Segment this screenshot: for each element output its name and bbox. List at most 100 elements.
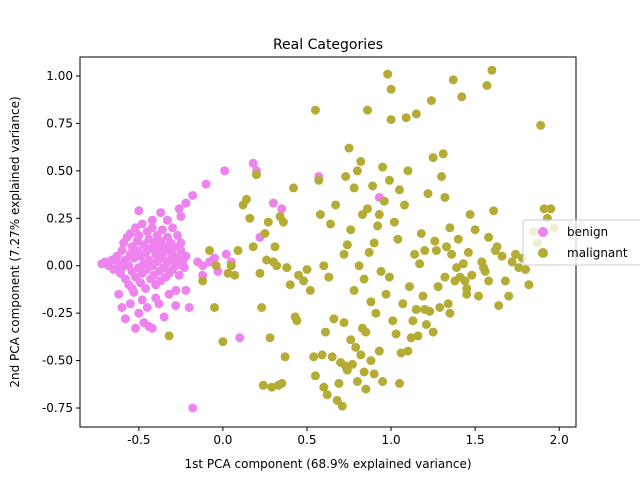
point-malignant <box>381 289 391 299</box>
point-malignant <box>315 210 325 219</box>
point-malignant <box>339 249 349 259</box>
point-benign <box>198 261 208 271</box>
point-benign <box>210 253 219 263</box>
point-malignant <box>299 276 309 286</box>
point-malignant <box>393 234 403 244</box>
x-tick-label: 2.0 <box>550 433 569 447</box>
point-malignant <box>342 240 352 250</box>
point-malignant <box>467 270 477 280</box>
point-malignant <box>374 346 384 356</box>
point-malignant <box>440 192 450 202</box>
point-malignant <box>426 96 436 106</box>
point-malignant <box>363 105 372 115</box>
point-malignant <box>431 246 441 255</box>
point-benign <box>131 223 140 233</box>
point-malignant <box>198 276 208 286</box>
point-malignant <box>211 261 221 271</box>
point-malignant <box>376 266 386 276</box>
point-malignant <box>413 331 423 341</box>
point-malignant <box>389 217 399 227</box>
point-malignant <box>265 333 275 343</box>
point-malignant <box>465 210 475 219</box>
point-malignant <box>458 259 468 269</box>
point-malignant <box>260 229 270 238</box>
point-malignant <box>484 276 494 286</box>
x-tick-label: 1.5 <box>466 433 485 447</box>
point-malignant <box>230 270 240 280</box>
point-malignant <box>319 261 329 271</box>
legend-label-benign: benign <box>567 225 608 239</box>
point-malignant <box>373 221 383 231</box>
point-malignant <box>484 232 494 242</box>
point-malignant <box>310 105 320 115</box>
point-malignant <box>366 297 376 307</box>
point-malignant <box>400 200 409 210</box>
point-benign <box>188 403 198 413</box>
point-malignant <box>410 249 420 259</box>
point-malignant <box>282 263 292 273</box>
point-malignant <box>356 350 366 360</box>
point-malignant <box>411 304 421 314</box>
point-malignant <box>438 149 448 159</box>
y-tick-label: -0.75 <box>42 401 73 415</box>
point-benign <box>127 284 137 293</box>
point-malignant <box>371 308 381 318</box>
point-malignant <box>447 249 457 259</box>
point-malignant <box>395 378 404 388</box>
point-malignant <box>305 285 315 295</box>
point-malignant <box>420 246 430 255</box>
point-malignant <box>378 377 388 386</box>
point-malignant <box>369 238 379 248</box>
point-malignant <box>474 291 483 301</box>
point-malignant <box>272 261 282 271</box>
point-malignant <box>278 217 288 227</box>
point-malignant <box>310 371 320 381</box>
point-benign <box>134 230 144 240</box>
point-malignant <box>425 306 435 316</box>
point-benign <box>117 263 127 273</box>
point-benign <box>179 263 189 273</box>
point-malignant <box>364 247 374 257</box>
point-benign <box>151 293 161 303</box>
point-benign <box>181 198 191 208</box>
point-malignant <box>437 172 446 181</box>
point-malignant <box>384 272 394 282</box>
point-malignant <box>226 261 236 271</box>
point-malignant <box>248 242 258 252</box>
legend: benign malignant <box>522 219 640 266</box>
point-benign <box>147 215 157 225</box>
point-malignant <box>514 263 524 273</box>
point-malignant <box>341 172 351 181</box>
point-benign <box>134 308 144 318</box>
x-tick-label: 1.0 <box>382 433 401 447</box>
legend-marker-malignant <box>538 248 548 258</box>
point-malignant <box>369 369 379 379</box>
point-benign <box>134 206 144 216</box>
point-benign <box>147 323 157 333</box>
point-malignant <box>403 166 413 176</box>
y-tick-label: 0.75 <box>46 116 73 130</box>
point-malignant <box>428 327 438 337</box>
point-malignant <box>359 274 369 284</box>
point-malignant <box>470 225 480 235</box>
chart-title: Real Categories <box>273 37 383 53</box>
point-malignant <box>440 272 450 282</box>
x-tick-label: 0.5 <box>297 433 316 447</box>
point-malignant <box>334 378 344 388</box>
point-benign <box>171 261 181 271</box>
y-tick-label: -0.50 <box>42 354 73 368</box>
point-malignant <box>415 259 425 269</box>
point-benign <box>120 314 130 324</box>
point-malignant <box>309 352 319 362</box>
point-malignant <box>339 318 349 328</box>
point-malignant <box>205 246 214 255</box>
point-malignant <box>257 303 267 312</box>
point-malignant <box>411 109 421 119</box>
point-malignant <box>536 120 546 130</box>
point-malignant <box>379 196 389 206</box>
point-malignant <box>408 316 418 326</box>
point-benign <box>164 289 174 299</box>
point-benign <box>141 284 151 293</box>
point-malignant <box>406 333 416 343</box>
